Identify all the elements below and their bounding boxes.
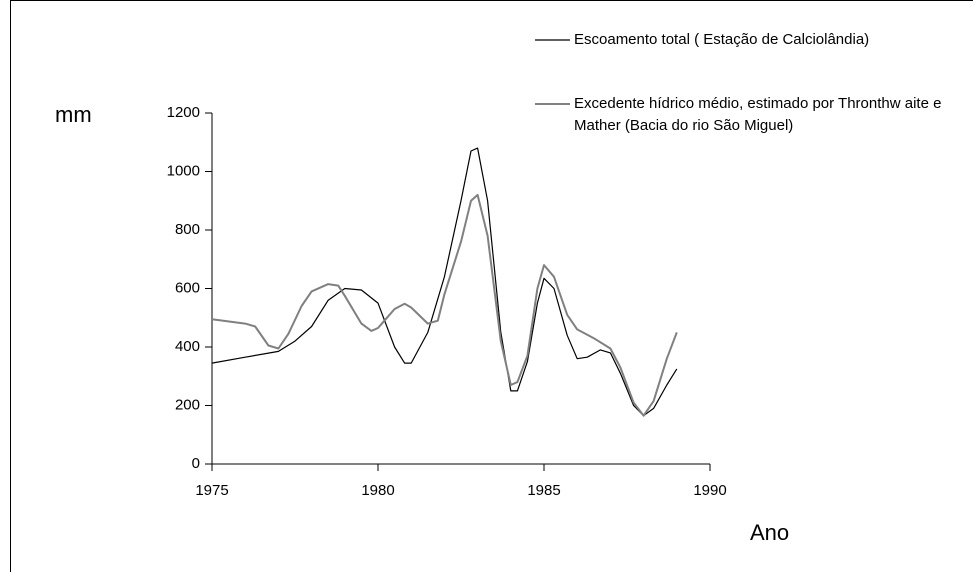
y-tick-label: 0 [192,455,200,472]
series-line [211,147,678,417]
x-tick-label: 1980 [361,482,394,499]
x-axis-label: Ano [750,520,789,545]
y-tick-label: 400 [175,338,200,355]
y-tick-label: 200 [175,396,200,413]
y-tick-label: 1000 [167,162,200,179]
legend-label: Excedente hídrico médio, estimado por Th… [574,95,942,134]
y-tick-label: 600 [175,279,200,296]
x-tick-label: 1985 [527,482,560,499]
x-tick-label: 1975 [195,482,228,499]
y-tick-label: 1200 [167,104,200,121]
frame [10,0,973,572]
legend-label: Escoamento total ( Estação de Calciolând… [574,31,870,48]
y-axis-label: mm [55,102,92,127]
y-tick-label: 800 [175,221,200,238]
series-line [211,193,678,417]
x-tick-label: 1990 [693,482,726,499]
